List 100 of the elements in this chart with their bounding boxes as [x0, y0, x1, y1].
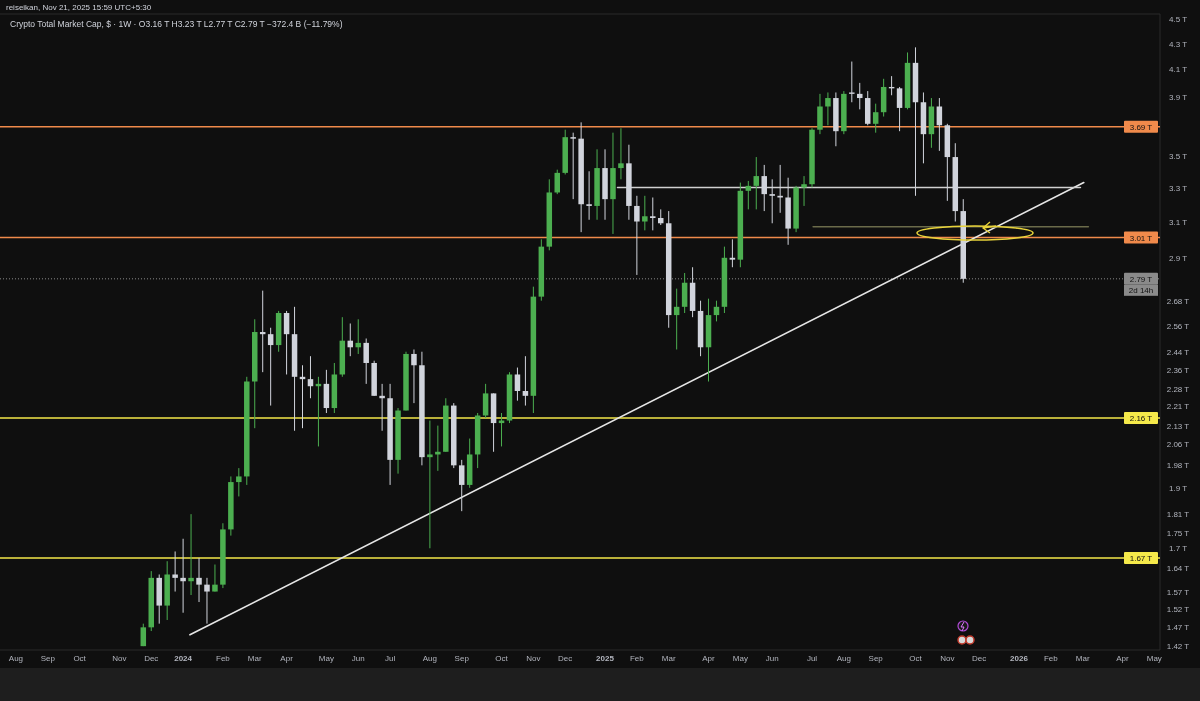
x-tick-label: Mar — [247, 654, 262, 663]
y-tick-label: 2.44 T — [1166, 347, 1190, 357]
ref-line-label: 3.69 T — [1129, 122, 1153, 132]
x-tick-label: Dec — [558, 654, 573, 663]
candlestick — [857, 82, 863, 110]
candlestick — [650, 196, 656, 231]
y-tick-label: 4.3 T — [1168, 39, 1188, 49]
y-tick-label: 2.36 T — [1166, 365, 1190, 375]
x-tick-label: Feb — [1043, 654, 1059, 663]
candlestick — [817, 93, 823, 135]
y-tick-label: 1.42 T — [1166, 642, 1190, 652]
y-tick-label: 3.5 T — [1168, 151, 1188, 161]
x-tick-label: Apr — [280, 654, 294, 663]
candlestick — [801, 175, 807, 207]
candlestick — [188, 513, 194, 596]
candlestick — [379, 383, 385, 432]
x-tick-label: May — [1146, 654, 1162, 663]
y-tick-label: 4.5 T — [1168, 14, 1188, 24]
candlestick — [196, 557, 202, 603]
text: Crypto Total Market Cap, $ · 1W · O3.16 T H3.23 T L2.77 T C2.79 T −372.4 B (−11.79%) — [10, 19, 343, 29]
y-tick-label: 1.47 T — [1166, 623, 1190, 633]
candlestick — [236, 467, 242, 497]
y-tick-label: 2.56 T — [1166, 321, 1190, 331]
candlestick — [363, 338, 369, 385]
y-tick-label: 1.57 T — [1166, 587, 1190, 597]
x-tick-label: Nov — [112, 654, 127, 663]
candlestick — [180, 538, 186, 614]
x-tick-label: 2025 — [596, 654, 615, 663]
candlestick — [849, 61, 855, 103]
y-tick-label: 2.28 T — [1166, 384, 1190, 394]
y-tick-label: 1.9 T — [1168, 483, 1188, 493]
y-tick-label: 1.52 T — [1166, 605, 1190, 615]
candlestick — [172, 550, 178, 593]
x-tick-label: 2026 — [1010, 654, 1029, 663]
x-tick-label: Oct — [73, 654, 87, 663]
x-tick-label: Aug — [836, 654, 851, 663]
y-tick-label: 2.9 T — [1168, 253, 1188, 263]
candlestick — [753, 156, 760, 210]
candlestick — [482, 383, 489, 419]
candlestick — [514, 367, 521, 402]
ref-line-label: 1.67 T — [1129, 553, 1153, 563]
x-tick-label: Jul — [806, 654, 818, 663]
x-tick-label: Feb — [629, 654, 645, 663]
y-tick-label: 2.68 T — [1166, 296, 1190, 306]
candlestick — [283, 310, 290, 375]
y-tick-label: 1.64 T — [1166, 563, 1190, 573]
candlestick — [642, 195, 648, 231]
x-tick-label: Sep — [454, 654, 470, 663]
candlestick — [872, 103, 879, 134]
y-tick-label: 2.21 T — [1166, 401, 1190, 411]
candlestick — [267, 327, 274, 407]
y-tick-label: 3.9 T — [1168, 92, 1188, 102]
candlestick — [212, 564, 218, 593]
y-tick-label: 1.75 T — [1166, 528, 1190, 538]
chart-subtitle: reiseikan, Nov 21, 2025 15:59 UTC+5:30 — [6, 3, 152, 12]
x-tick-label: May — [318, 654, 334, 663]
x-tick-label: Dec — [972, 654, 987, 663]
candlestick — [634, 195, 640, 276]
candlestick — [729, 238, 736, 268]
x-tick-label: Jun — [351, 654, 365, 663]
candlestick — [458, 459, 465, 512]
x-tick-label: Jun — [765, 654, 779, 663]
y-tick-label: 2.06 T — [1166, 439, 1190, 449]
y-tick-label: 4.1 T — [1168, 65, 1188, 75]
x-tick-label: May — [732, 654, 748, 663]
x-tick-label: Sep — [40, 654, 56, 663]
x-tick-label: Oct — [909, 654, 923, 663]
x-tick-label: Apr — [702, 654, 716, 663]
x-tick-label: Nov — [526, 654, 541, 663]
y-tick-label: 2.13 T — [1166, 421, 1190, 431]
candlestick — [427, 420, 433, 549]
ref-line-label: 2.16 T — [1129, 414, 1153, 424]
candlestick — [522, 355, 529, 407]
x-tick-label: Mar — [1075, 654, 1090, 663]
x-tick-label: Nov — [940, 654, 955, 663]
x-tick-label: Aug — [8, 654, 24, 663]
x-tick-label: Aug — [422, 654, 437, 663]
candlestick — [307, 355, 314, 399]
y-tick-label: 1.98 T — [1166, 461, 1190, 471]
y-tick-label: 3.3 T — [1168, 183, 1188, 193]
candlestick — [204, 577, 210, 625]
candlestick — [745, 180, 752, 210]
annotation: 2d 14h — [1128, 286, 1154, 296]
y-tick-label: 1.81 T — [1166, 510, 1190, 520]
y-tick-label: 3.1 T — [1168, 217, 1188, 227]
x-tick-label: Feb — [216, 654, 231, 663]
x-tick-label: Oct — [495, 654, 509, 663]
candlestick — [570, 132, 576, 200]
x-tick-label: Sep — [868, 654, 884, 663]
candlestick — [896, 86, 903, 132]
ref-line-label: 2.79 T — [1129, 274, 1153, 284]
candlestick — [355, 318, 361, 355]
x-tick-label: Dec — [144, 654, 159, 663]
candlestick — [618, 127, 624, 180]
ref-line-label: 3.01 T — [1129, 233, 1153, 243]
x-tick-label: 2024 — [174, 654, 193, 663]
x-tick-label: Mar — [661, 654, 676, 663]
candlestick — [411, 349, 417, 404]
x-tick-label: Apr — [1116, 654, 1130, 663]
x-tick-label: Jul — [384, 654, 396, 663]
